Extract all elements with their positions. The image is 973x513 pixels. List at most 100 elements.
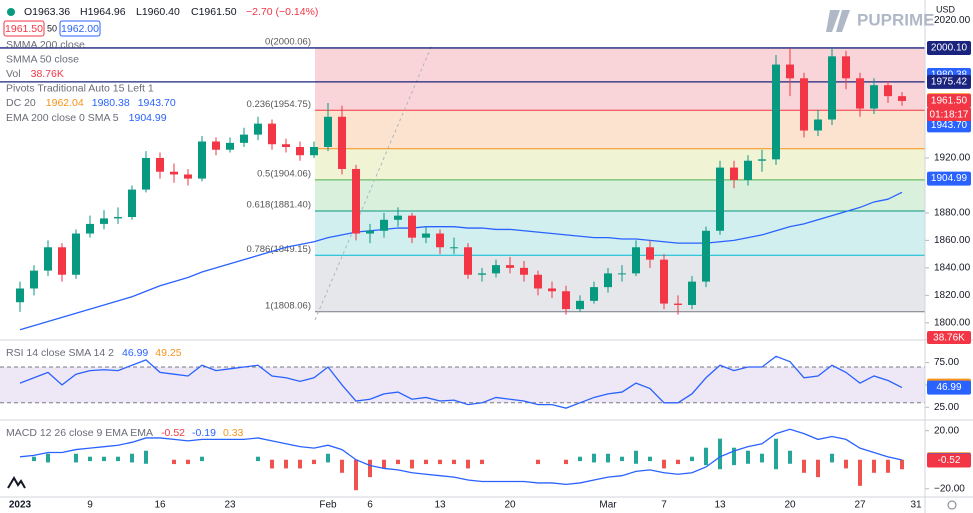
candle-body [254,123,262,135]
timer-bg [927,107,971,121]
histogram-bar [382,459,386,469]
y-tick-label: 1920.00 [934,153,971,164]
histogram-bar [676,459,680,465]
settings-icon[interactable] [947,500,957,510]
histogram-bar [326,453,330,463]
histogram-bar [186,459,190,465]
x-tick-label: 23 [224,500,236,511]
histogram-bar [564,459,568,465]
candle-body [212,141,220,150]
candle-body [898,96,906,101]
candle-body [534,274,542,289]
indicator-name: EMA 200 close 0 SMA 5 [6,112,119,124]
fib-band [315,47,925,111]
candle-body [44,247,52,271]
candle-body [492,265,500,274]
candle-body [744,160,752,180]
candle-body [786,64,794,79]
candle-body [730,167,738,180]
x-tick-label: 2023 [9,500,32,511]
histogram-bar [746,450,750,464]
candle-body [408,215,416,238]
indicator-value: 38.76K [31,68,64,80]
x-tick-label: 31 [910,500,922,511]
candle-body [772,64,780,160]
ohlc-low: L1960.40 [136,6,180,18]
fib-band [315,179,925,212]
sell-button[interactable] [3,20,45,37]
x-tick-label: Feb [319,500,337,511]
ohlc-change: −2.70 (−0.14%) [246,6,318,18]
histogram-bar [774,438,778,470]
indicator-name: Vol [6,68,21,80]
candle-body [674,303,682,305]
indicator-name: SMMA 50 close [6,53,79,65]
histogram-bar [872,459,876,473]
buy-price[interactable]: 1962.00 [61,23,99,35]
candle-body [506,265,514,268]
histogram-bar [480,459,484,465]
histogram-bar [536,459,540,465]
ohlc-high: H1964.96 [80,6,126,18]
candle-body [296,146,304,156]
indicator-value: 1904.99 [129,112,167,124]
candle-body [548,288,556,292]
histogram-bar [396,459,400,465]
fib-band [315,255,925,312]
y-tick-label: 1860.00 [934,235,971,246]
logo-icon [826,10,850,32]
pane-value: 46.99 [122,347,148,359]
indicator-line [19,428,903,486]
fib-label: 0.5(1904.06) [257,168,311,179]
fib-band [315,211,925,256]
histogram-bar [718,438,722,470]
candle-body [520,267,528,275]
candle-body [632,247,640,274]
candle-body [842,56,850,79]
histogram-bar [200,456,204,462]
histogram-bar [102,456,106,462]
volume-tag: 38.76K [933,333,965,344]
histogram-bar [172,459,176,465]
pane-title: MACD 12 26 close 9 EMA EMA [6,427,153,439]
fib-label: 0.618(1881.40) [247,200,311,211]
plot-layer: 2023 9 16 23 Feb 6 13 20 Mar 7 13 20 27 31 2020.00 1920… [0,15,971,511]
ema-line [19,191,903,331]
histogram-bar [144,450,148,464]
price-tag [927,40,971,55]
fib-label: 0.236(1954.75) [247,99,311,110]
x-tick-label: 13 [714,500,726,511]
y-tick-label: −20.00 [934,483,965,494]
y-tick-label: 1840.00 [934,263,971,274]
fib-band [315,148,925,180]
y-tick-label: 2020.00 [934,15,971,26]
histogram-bar [620,456,624,462]
candle-body [660,259,668,304]
histogram-bar [900,459,904,470]
price-tag [927,171,971,186]
histogram-bar [340,459,344,473]
sell-price[interactable]: 1961.50 [5,23,43,35]
histogram-bar [452,459,456,465]
x-tick-label: 9 [87,500,93,511]
fib-label: 0(2000.06) [265,37,311,48]
candle-body [100,218,108,224]
histogram-bar [46,453,50,463]
candle-body [828,56,836,120]
rsi-band [0,367,925,403]
candle-body [562,291,570,310]
buy-button[interactable] [59,20,101,37]
histogram-bar [312,459,316,465]
logo: PUPRIME [857,10,934,29]
histogram-bar [88,456,92,462]
histogram-bar [592,453,596,463]
candle-body [240,134,248,143]
histogram-bar [830,453,834,463]
x-tick-label: 6 [367,500,373,511]
price-tag-label: 1904.99 [931,173,968,184]
price-tag-label: 1975.42 [931,76,968,87]
candle-body [688,281,696,305]
indicator-value: 1943.70 [138,97,176,109]
